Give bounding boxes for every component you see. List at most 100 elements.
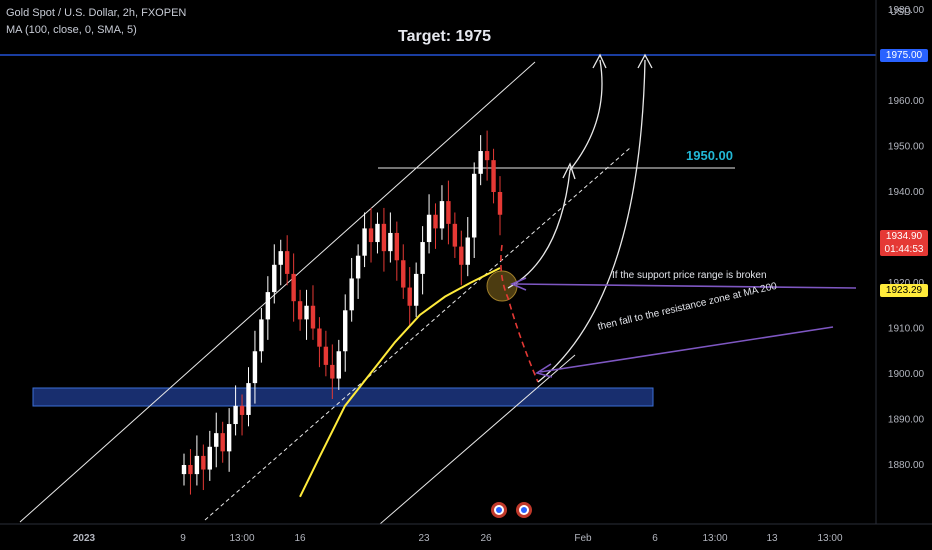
y-tick-label: 1920.00	[888, 278, 925, 289]
news-icon-2[interactable]	[516, 502, 532, 518]
candle-body	[491, 160, 496, 192]
currency-label: USD	[890, 7, 912, 18]
candle-body	[420, 242, 425, 274]
candle-body	[343, 310, 348, 352]
candle-body	[214, 433, 219, 447]
candle-body	[394, 232, 400, 261]
candle-body	[349, 278, 354, 311]
candle-body	[246, 383, 251, 415]
x-tick-label: 6	[652, 533, 658, 544]
candle-body	[484, 151, 490, 161]
ma-price-tag: 1923.29	[880, 284, 928, 297]
candle-body	[330, 364, 335, 379]
target-price-tag: 1975.00	[880, 49, 928, 62]
countdown-value: 01:44:53	[884, 244, 924, 255]
y-tick-label: 1960.00	[888, 96, 925, 107]
bounce-arrow-1-head	[562, 162, 576, 180]
candle-body	[401, 260, 406, 288]
x-tick-label: Feb	[574, 533, 592, 544]
resistance-arrow	[539, 326, 834, 373]
candle-body	[310, 305, 316, 329]
symbol-title: Gold Spot / U.S. Dollar, 2h, FXOPEN	[6, 7, 187, 19]
channel-mid-line	[204, 147, 631, 521]
fall-path	[500, 244, 539, 383]
support-note: If the support price range is broken	[612, 270, 767, 281]
candle-body	[478, 151, 483, 174]
candle-body	[188, 465, 193, 475]
time-axis[interactable]: 2023 9 13:00 16 23 26 Feb 6 13:00 13 13:00	[73, 533, 843, 544]
candle-body	[426, 214, 432, 243]
candle-body	[439, 201, 445, 229]
candle-body	[368, 228, 374, 243]
target-label: Target: 1975	[398, 28, 492, 45]
candle-body	[297, 301, 303, 320]
candle-body	[413, 273, 419, 306]
ma-line	[299, 267, 501, 498]
candle-body	[433, 214, 438, 229]
x-tick-label: 13:00	[817, 533, 842, 544]
candle-body	[220, 433, 225, 452]
candle-body	[355, 255, 361, 279]
candle-body	[388, 232, 393, 252]
candle-body	[265, 292, 271, 320]
candle-body	[291, 273, 296, 302]
candle-body	[226, 424, 232, 452]
candle-body	[259, 319, 264, 352]
support-arrow-head	[509, 277, 527, 291]
candle-body	[201, 455, 206, 470]
y-tick-label: 1890.00	[888, 415, 925, 426]
bounce-arrow-3-head	[637, 53, 653, 69]
candle-body	[452, 223, 458, 247]
candle-body	[252, 351, 258, 384]
resistance-arrow-head	[535, 363, 553, 378]
x-tick-label: 2023	[73, 533, 96, 544]
channel-upper-line	[19, 61, 536, 523]
x-tick-label: 13:00	[702, 533, 727, 544]
candle-body	[336, 351, 341, 379]
x-tick-label: 16	[294, 533, 306, 544]
bounce-arrow-3	[537, 59, 646, 383]
x-tick-label: 26	[480, 533, 492, 544]
candles	[181, 130, 503, 495]
candle-body	[233, 405, 238, 425]
candle-body	[362, 228, 367, 256]
x-tick-label: 23	[418, 533, 430, 544]
channel-lower-line	[379, 354, 576, 525]
candle-body	[278, 251, 283, 265]
support-zone	[32, 387, 654, 407]
candle-body	[497, 192, 503, 215]
candle-body	[317, 328, 322, 347]
level-1950-label: 1950.00	[686, 148, 733, 163]
candle-body	[272, 264, 277, 293]
y-tick-label: 1880.00	[888, 460, 925, 471]
y-tick-label: 1900.00	[888, 369, 925, 380]
candle-body	[446, 201, 451, 224]
x-tick-label: 9	[180, 533, 186, 544]
candle-body	[472, 173, 477, 238]
candle-body	[407, 287, 412, 306]
candle-body	[304, 305, 309, 320]
news-icon-1[interactable]	[491, 502, 507, 518]
y-tick-label: 1940.00	[888, 187, 925, 198]
x-tick-label: 13:00	[229, 533, 254, 544]
bounce-arrow-2-head	[592, 53, 607, 69]
candle-body	[181, 465, 187, 475]
candle-body	[465, 237, 470, 265]
last-price-value: 1934.90	[885, 231, 923, 242]
support-arrow	[514, 283, 857, 289]
candle-body	[375, 223, 380, 243]
candle-body	[194, 455, 200, 475]
candle-body	[239, 405, 245, 415]
y-tick-label: 1910.00	[888, 324, 925, 335]
bounce-arrow-2	[569, 59, 603, 171]
last-price-tag: 1934.90 01:44:53	[880, 230, 928, 256]
y-tick-label: 1980.00	[888, 5, 925, 16]
x-tick-label: 13	[766, 533, 778, 544]
candle-body	[207, 446, 212, 470]
indicator-label: MA (100, close, 0, SMA, 5)	[6, 24, 137, 36]
y-tick-label: 1950.00	[888, 142, 925, 153]
candle-body	[459, 246, 464, 265]
candle-body	[381, 223, 387, 252]
candle-body	[284, 251, 290, 274]
